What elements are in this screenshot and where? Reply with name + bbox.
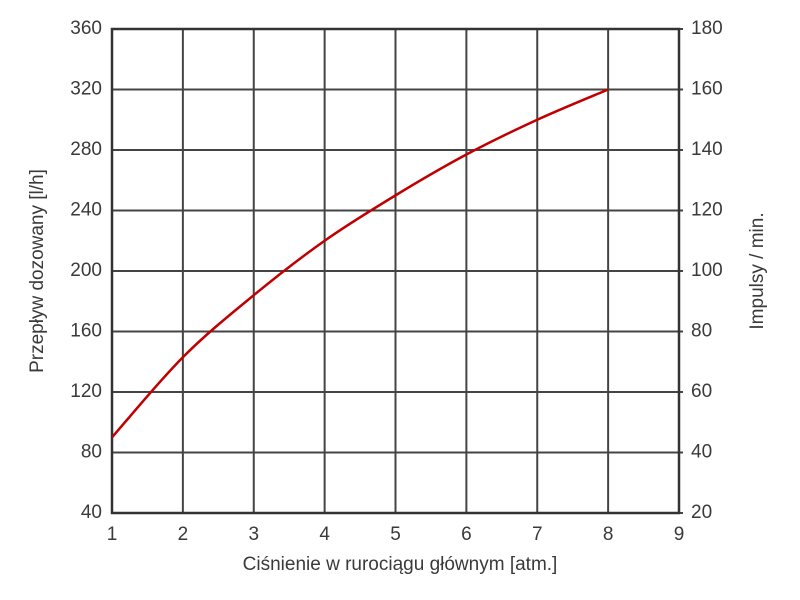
y-tick-label: 120 (70, 381, 102, 402)
x-tick-label: 4 (319, 524, 330, 545)
y2-tick-label: 140 (691, 139, 723, 160)
y-tick-label: 280 (70, 139, 102, 160)
y2-tick-label: 20 (691, 502, 712, 523)
y2-tick-label: 180 (691, 18, 723, 39)
y2-tick-label: 40 (691, 442, 712, 463)
y2-tick-label: 160 (691, 79, 723, 100)
x-tick-label: 2 (178, 524, 189, 545)
y-tick-label: 360 (70, 18, 102, 39)
x-tick-label: 3 (248, 524, 259, 545)
y-tick-label: 40 (81, 502, 102, 523)
y2-tick-label: 80 (691, 321, 712, 342)
y-tick-label: 160 (70, 321, 102, 342)
data-line (111, 88, 609, 439)
y-tick-label: 240 (70, 200, 102, 221)
x-tick-label: 8 (603, 524, 614, 545)
plot-frame (110, 27, 681, 515)
y-tick-label: 200 (70, 260, 102, 281)
y-axis-label: Przepływ dozowany [l/h] (27, 169, 48, 373)
x-tick-label: 1 (107, 524, 118, 545)
x-tick-label: 5 (390, 524, 401, 545)
x-axis-label: Ciśnienie w rurociągu głównym [atm.] (243, 554, 558, 575)
x-tick-label: 6 (461, 524, 472, 545)
y2-tick-label: 60 (691, 381, 712, 402)
y2-axis-label: Impulsy / min. (747, 212, 768, 329)
x-tick-label: 7 (532, 524, 543, 545)
x-tick-label: 9 (674, 524, 685, 545)
y-tick-label: 320 (70, 79, 102, 100)
y-tick-label: 80 (81, 442, 102, 463)
y2-tick-label: 120 (691, 200, 723, 221)
y2-tick-label: 100 (691, 260, 723, 281)
